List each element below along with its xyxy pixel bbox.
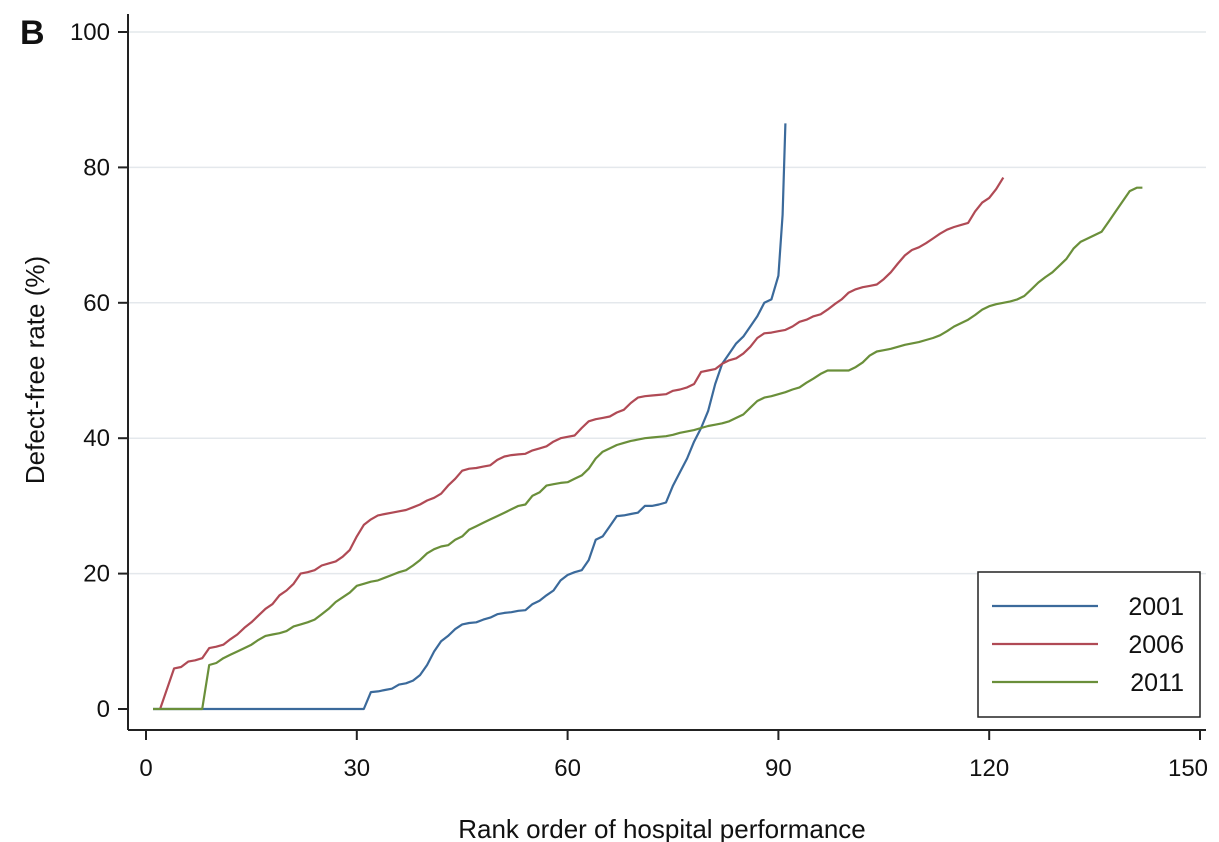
y-axis-title: Defect-free rate (%) [20, 256, 50, 484]
y-tick-label-0: 0 [97, 696, 110, 723]
legend-label-2001: 2001 [1128, 593, 1184, 621]
x-tick-label-150: 150 [1168, 755, 1208, 782]
series-group [153, 123, 1143, 711]
panel-label: B [20, 14, 45, 52]
y-tick-label-20: 20 [83, 561, 110, 588]
series-line-2001 [153, 123, 787, 711]
y-tick-label-80: 80 [83, 154, 110, 181]
x-tick-label-0: 0 [139, 755, 152, 782]
x-axis-title: Rank order of hospital performance [458, 814, 866, 842]
legend-label-2011: 2011 [1130, 669, 1184, 697]
y-tick-label-60: 60 [83, 290, 110, 317]
series-line-2006 [159, 177, 1005, 710]
gridlines [129, 31, 1206, 575]
legend: 2001 2006 2011 [977, 571, 1201, 718]
y-axis-ticks: 0 20 40 60 80 100 [70, 19, 128, 723]
x-tick-label-120: 120 [969, 755, 1009, 782]
x-tick-label-90: 90 [765, 755, 792, 782]
legend-label-2006: 2006 [1128, 631, 1184, 659]
series-line-2011 [153, 186, 1143, 711]
y-tick-label-40: 40 [83, 425, 110, 452]
x-axis-ticks: 0 30 60 90 120 150 [139, 730, 1208, 782]
x-tick-label-30: 30 [343, 755, 370, 782]
x-tick-label-60: 60 [554, 755, 581, 782]
y-tick-label-100: 100 [70, 19, 110, 46]
